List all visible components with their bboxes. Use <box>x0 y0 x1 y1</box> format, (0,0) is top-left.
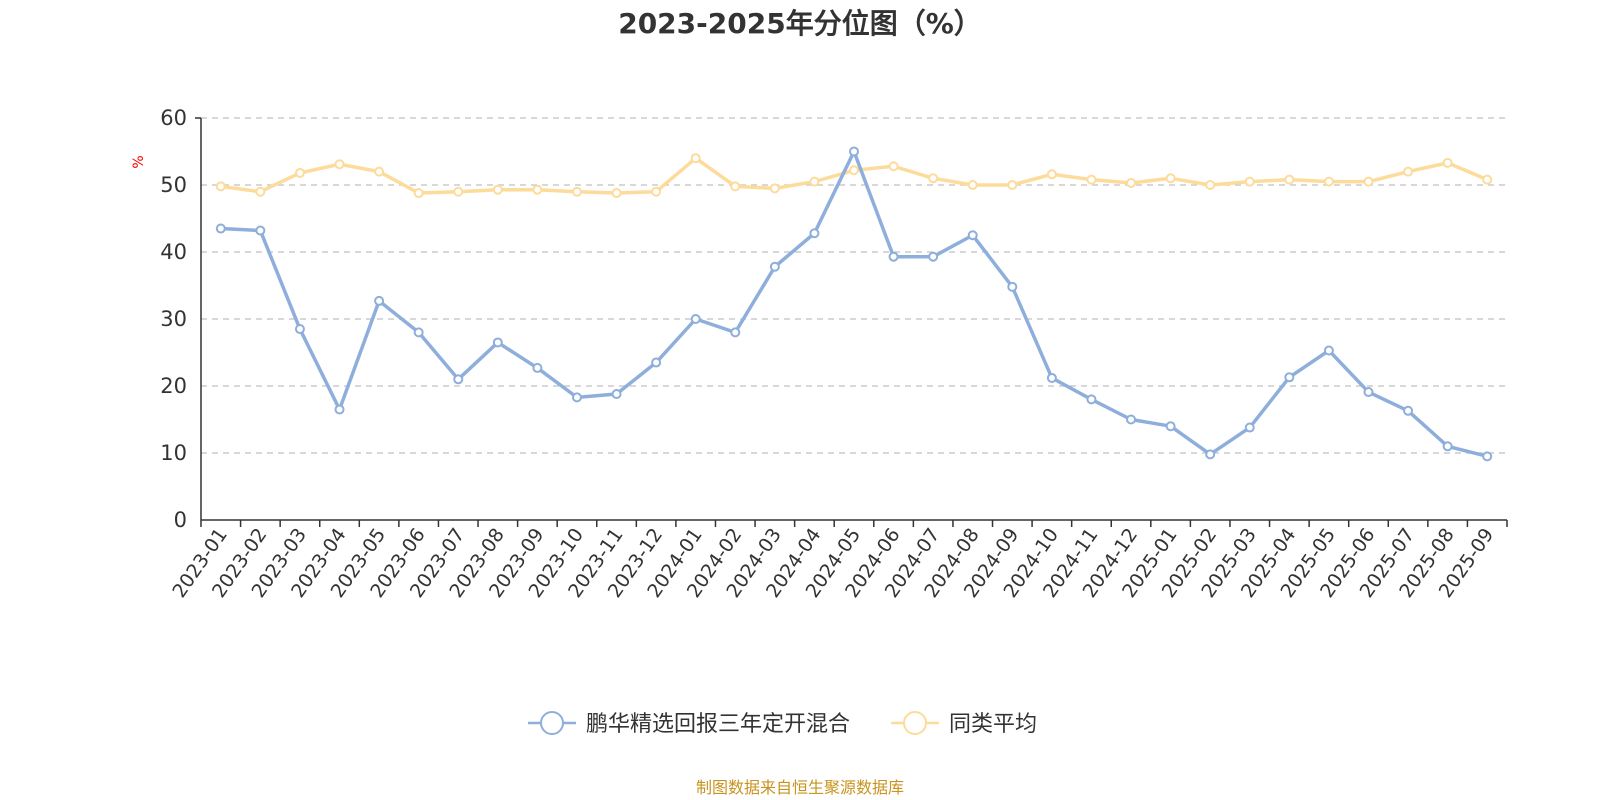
data-point[interactable] <box>294 167 305 178</box>
y-tick-label: 50 <box>160 173 187 197</box>
data-point[interactable] <box>651 357 662 368</box>
data-point[interactable] <box>255 225 266 236</box>
data-point[interactable] <box>1363 387 1374 398</box>
legend[interactable]: 鹏华精选回报三年定开混合 同类平均 <box>528 711 1037 737</box>
data-point[interactable] <box>849 165 859 176</box>
legend-label: 鹏华精选回报三年定开混合 <box>586 712 850 737</box>
data-point[interactable] <box>1205 449 1216 460</box>
data-point[interactable] <box>334 404 345 415</box>
data-point[interactable] <box>611 389 622 400</box>
data-point[interactable] <box>1442 441 1453 452</box>
y-tick-label: 20 <box>160 374 187 398</box>
data-point[interactable] <box>1363 176 1374 187</box>
data-point[interactable] <box>1403 405 1414 416</box>
data-point[interactable] <box>1007 281 1018 292</box>
data-point[interactable] <box>1323 176 1334 187</box>
data-point[interactable] <box>1046 372 1057 383</box>
data-point[interactable] <box>1244 422 1255 433</box>
data-point[interactable] <box>215 181 226 192</box>
y-tick-label: 40 <box>160 240 187 264</box>
data-point[interactable] <box>1482 451 1493 462</box>
legend-circle-icon <box>540 711 564 735</box>
data-point[interactable] <box>1403 166 1414 177</box>
data-point[interactable] <box>769 183 780 194</box>
data-point[interactable] <box>294 324 305 335</box>
data-point[interactable] <box>1086 394 1097 405</box>
data-point[interactable] <box>334 159 345 170</box>
legend-circle-icon <box>903 711 927 735</box>
data-point[interactable] <box>769 261 780 272</box>
data-point[interactable] <box>453 374 464 385</box>
data-point[interactable] <box>1126 177 1137 188</box>
data-point[interactable] <box>1165 421 1176 432</box>
data-point[interactable] <box>849 146 859 157</box>
data-point[interactable] <box>730 181 741 192</box>
data-point[interactable] <box>809 176 820 187</box>
data-point[interactable] <box>1007 180 1018 190</box>
x-tick-labels: 2023-012023-022023-032023-042023-052023-… <box>168 524 1498 602</box>
data-point[interactable] <box>1086 174 1097 185</box>
data-source-note: 制图数据来自恒生聚源数据库 <box>696 778 904 797</box>
data-point[interactable] <box>532 184 543 195</box>
data-point[interactable] <box>1482 174 1493 185</box>
data-point[interactable] <box>928 173 939 184</box>
gridlines <box>201 117 1507 454</box>
legend-item-1[interactable]: 鹏华精选回报三年定开混合 <box>528 711 850 737</box>
data-point[interactable] <box>809 228 820 239</box>
data-point[interactable] <box>413 327 424 338</box>
y-tick-label: 10 <box>160 441 187 465</box>
legend-label: 同类平均 <box>949 712 1037 737</box>
y-axis-unit-label: % <box>131 155 147 168</box>
data-point[interactable] <box>492 184 503 195</box>
data-point[interactable] <box>374 295 385 306</box>
y-tick-labels: 0 10 20 30 40 50 60 <box>160 106 187 532</box>
data-point[interactable] <box>888 251 899 262</box>
data-point[interactable] <box>1284 372 1295 383</box>
data-point[interactable] <box>413 188 424 199</box>
data-point[interactable] <box>967 180 978 190</box>
y-tick-label: 30 <box>160 307 187 331</box>
chart-title: 2023-2025年分位图（%） <box>618 7 982 40</box>
series-line <box>220 156 1488 195</box>
data-point[interactable] <box>532 362 543 373</box>
data-point[interactable] <box>374 166 385 177</box>
series-line <box>220 149 1488 459</box>
data-point[interactable] <box>651 186 662 197</box>
data-point[interactable] <box>1126 414 1137 425</box>
axes <box>195 117 1508 527</box>
data-point[interactable] <box>611 188 622 199</box>
data-point[interactable] <box>1165 173 1176 184</box>
y-tick-label: 60 <box>160 106 187 130</box>
data-point[interactable] <box>255 186 266 197</box>
data-point[interactable] <box>690 314 701 324</box>
data-point[interactable] <box>928 251 939 262</box>
data-point[interactable] <box>1205 180 1216 190</box>
data-point[interactable] <box>888 161 899 172</box>
data-point[interactable] <box>1284 174 1295 185</box>
y-tick-label: 0 <box>174 508 187 532</box>
series-1 <box>215 146 1493 462</box>
series-2 <box>215 153 1493 199</box>
data-point[interactable] <box>730 327 741 338</box>
data-point[interactable] <box>453 186 464 197</box>
data-point[interactable] <box>690 153 701 164</box>
data-point[interactable] <box>1244 176 1255 187</box>
data-point[interactable] <box>571 186 582 197</box>
data-point[interactable] <box>492 337 503 348</box>
data-point[interactable] <box>1046 169 1057 180</box>
legend-item-2[interactable]: 同类平均 <box>891 711 1037 737</box>
series-layer <box>215 146 1493 462</box>
data-point[interactable] <box>1323 345 1334 356</box>
data-point[interactable] <box>215 223 226 234</box>
data-point[interactable] <box>967 230 978 241</box>
data-point[interactable] <box>571 392 582 403</box>
data-point[interactable] <box>1442 157 1453 168</box>
